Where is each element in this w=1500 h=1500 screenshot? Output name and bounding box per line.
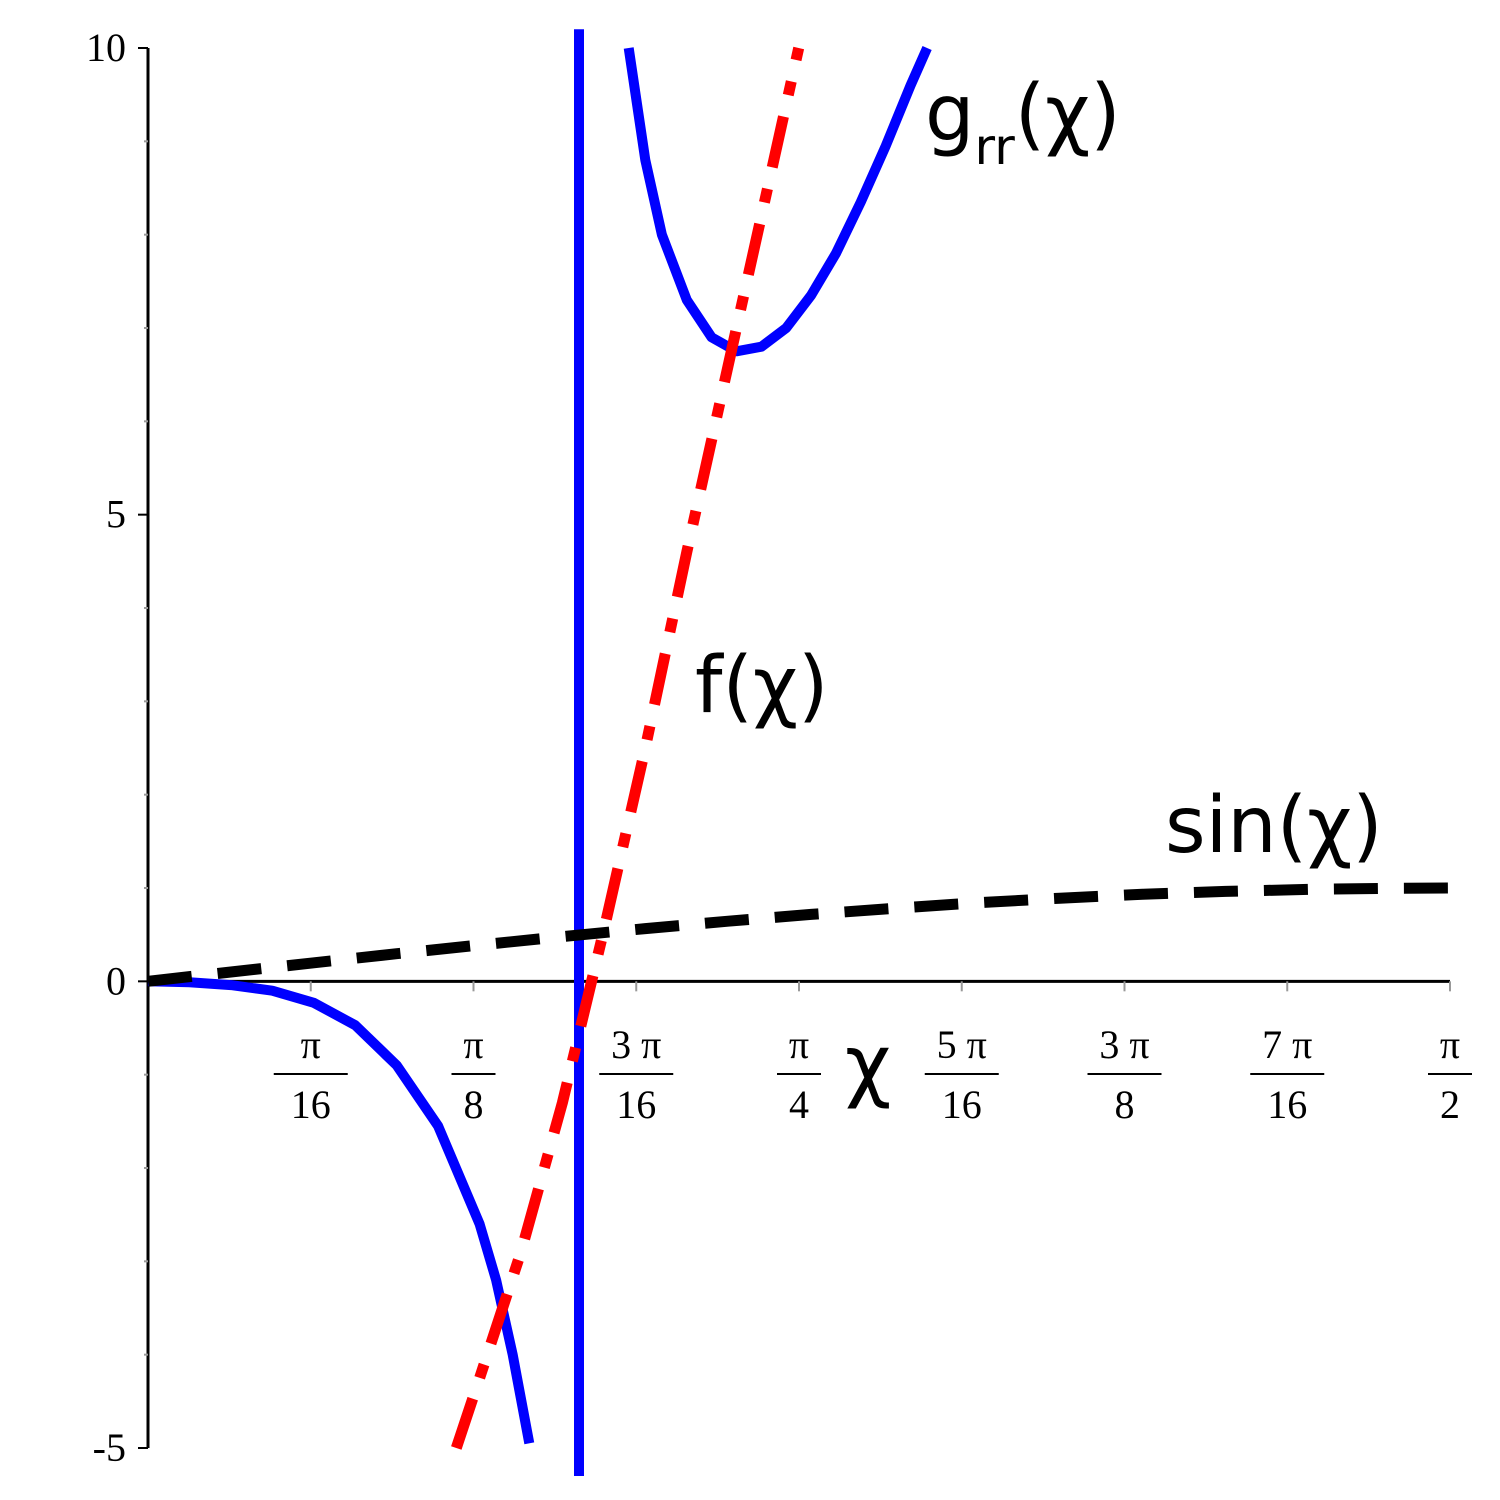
x-tick-denominator: 8 — [1115, 1082, 1135, 1127]
series-line-1 — [623, 45, 932, 357]
x-axis-label: χ — [845, 1018, 891, 1111]
x-tick-label: 7 π16 — [1250, 1022, 1325, 1127]
series-label-grr-main: g — [925, 69, 975, 159]
series-line-4 — [147, 882, 1451, 987]
y-tick-label: 5 — [106, 492, 126, 537]
series-label-grr: grr(χ) — [925, 69, 1121, 176]
series-label-f: f(χ) — [695, 641, 828, 731]
x-tick-numerator: 7 π — [1262, 1022, 1312, 1067]
series-label-grr-rest: (χ) — [1015, 69, 1121, 159]
x-tick-numerator: π — [301, 1022, 321, 1067]
x-tick-numerator: π — [463, 1022, 483, 1067]
series-label-grr-sub: rr — [975, 118, 1016, 176]
x-tick-label: π2 — [1428, 1022, 1472, 1127]
x-tick-denominator: 16 — [1267, 1082, 1307, 1127]
x-tick-numerator: 3 π — [611, 1022, 661, 1067]
series-label-sin: sin(χ) — [1165, 781, 1383, 871]
y-tick-label: 0 — [106, 958, 126, 1003]
x-tick-label: π 16 — [273, 1022, 348, 1127]
x-tick-numerator: 5 π — [937, 1022, 987, 1067]
y-tick-label: 10 — [86, 25, 126, 70]
axes — [138, 47, 1451, 1449]
curve-labels: grr(χ) f(χ) sin(χ) χ — [695, 69, 1383, 1111]
x-tick-label: π4 — [777, 1022, 821, 1127]
x-tick-denominator: 16 — [942, 1082, 982, 1127]
x-tick-numerator: π — [1440, 1022, 1460, 1067]
x-tick-label: 3 π16 — [599, 1022, 674, 1127]
x-tick-numerator: π — [789, 1022, 809, 1067]
y-tick-label: -5 — [93, 1425, 126, 1470]
x-tick-denominator: 2 — [1440, 1082, 1460, 1127]
x-tick-denominator: 8 — [464, 1082, 484, 1127]
x-tick-label: π8 — [451, 1022, 496, 1127]
series-layer — [147, 29, 1451, 1476]
x-tick-label: 3 π8 — [1087, 1022, 1162, 1127]
series-line-0 — [147, 976, 535, 1445]
series-line-3 — [451, 46, 805, 1450]
x-tick-label: 5 π16 — [924, 1022, 999, 1127]
x-tick-denominator: 16 — [616, 1082, 656, 1127]
x-tick-numerator: 3 π — [1099, 1022, 1149, 1067]
x-tick-denominator: 4 — [789, 1082, 809, 1127]
x-tick-denominator: 16 — [291, 1082, 331, 1127]
